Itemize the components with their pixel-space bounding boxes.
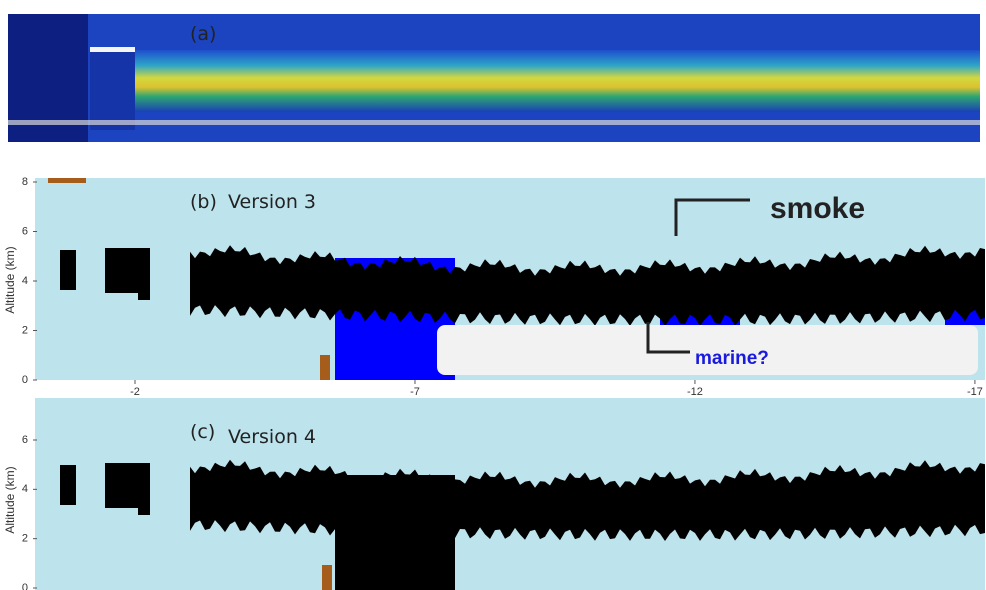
y-axis-label: Altitude (km): [3, 246, 17, 313]
panel-a: (a): [8, 14, 980, 142]
page: (a) -17 -12 -7 -2 8 6 4 2 0 (b) Version 3 smoke …: [0, 0, 986, 590]
layer-mask: [60, 250, 76, 290]
panel-b: -17 -12 -7 -2 8 6 4 2 0 (b) Version 3 smoke mari…: [3, 176, 985, 398]
annotation: smoke: [770, 192, 865, 225]
panel-label: (a): [190, 23, 216, 45]
layer-mask: [320, 355, 330, 380]
y-tick-label: 4: [22, 275, 28, 287]
y-tick-label: 2: [22, 324, 28, 336]
layer-mask: [105, 248, 150, 293]
x-tick-label: -12: [687, 386, 703, 398]
y-tick-label: 0: [22, 582, 28, 590]
layer-mask: [60, 465, 76, 505]
lidar-column: [90, 50, 135, 130]
y-tick-label: 2: [22, 533, 28, 545]
panel-c: 6 4 2 0 (c) Version 4 Altitude (km): [3, 398, 985, 590]
annotation: marine?: [695, 348, 769, 369]
y-tick-label: 6: [22, 225, 28, 237]
figure: (a) -17 -12 -7 -2 8 6 4 2 0 (b) Version 3 smoke …: [0, 0, 986, 590]
y-tick-label: 0: [22, 374, 28, 386]
x-tick-label: -7: [410, 386, 420, 398]
y-tick-label: 6: [22, 434, 28, 446]
version-label: Version 3: [228, 191, 316, 213]
x-tick-label: -17: [967, 386, 983, 398]
version-label: Version 4: [228, 426, 316, 448]
aerosol-layer: [130, 50, 980, 112]
y-tick-label: 4: [22, 483, 28, 495]
panel-label: (b): [190, 191, 217, 213]
panel-label: (c): [190, 421, 215, 443]
feature: [48, 178, 86, 183]
x-tick-label: -2: [130, 386, 140, 398]
cloud-top: [90, 47, 135, 52]
layer-mask: [322, 565, 332, 590]
y-tick-label: 8: [22, 176, 28, 188]
surface-return: [8, 120, 980, 125]
layer-mask: [105, 463, 150, 508]
y-axis-label: Altitude (km): [3, 466, 17, 533]
